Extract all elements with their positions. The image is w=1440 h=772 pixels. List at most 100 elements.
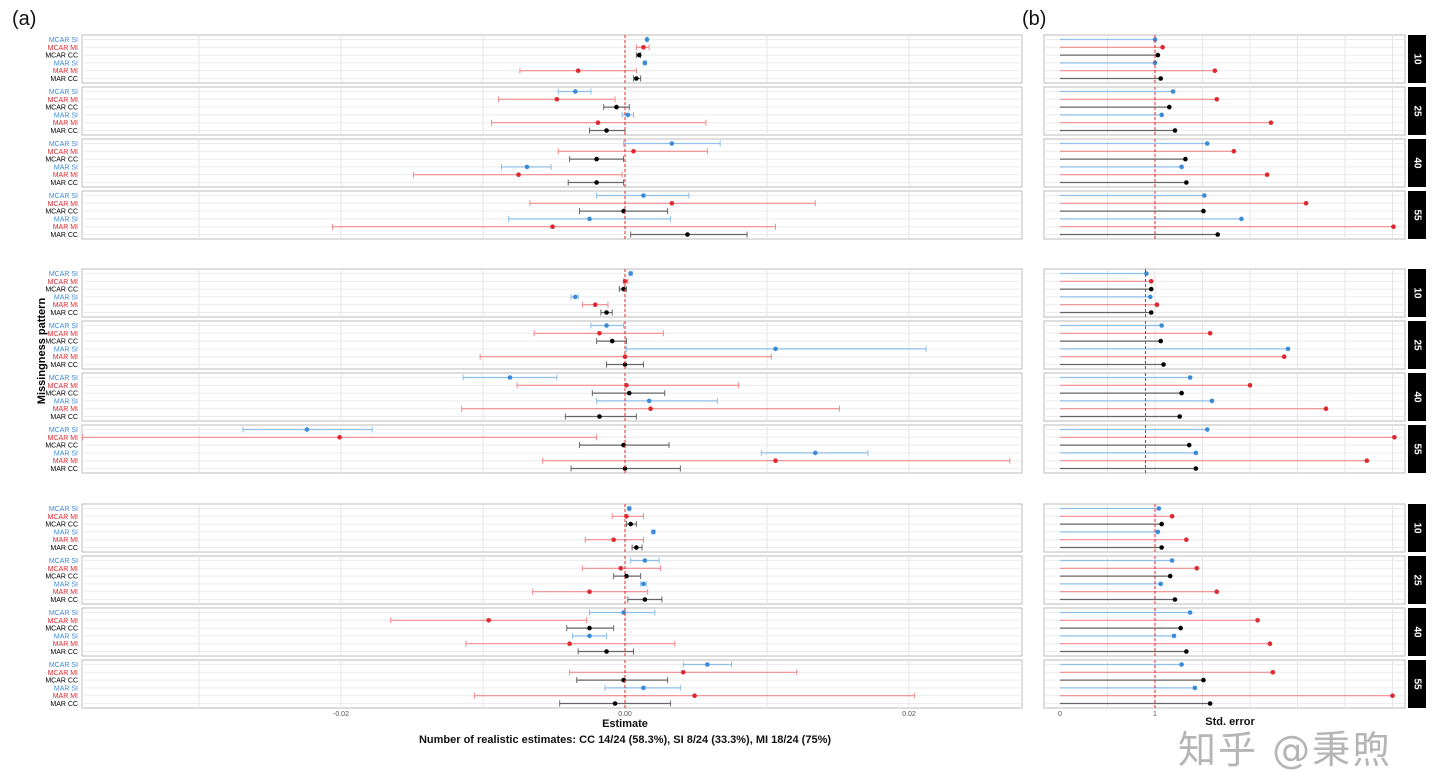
row-label: MCAR CC [45, 157, 78, 164]
se-point [1167, 573, 1173, 579]
row-label: MAR MI [53, 172, 78, 179]
estimate-point [575, 68, 581, 73]
se-point [1207, 331, 1213, 336]
estimate-point [604, 310, 609, 315]
facet-strip [1408, 87, 1426, 135]
estimate-point [642, 558, 648, 563]
row-label: MAR CC [50, 362, 78, 369]
estimate-point [692, 693, 697, 698]
row-label: MCAR CC [45, 522, 78, 529]
se-point [1147, 294, 1153, 300]
row-label: MCAR MI [48, 149, 78, 156]
row-label: MCAR MI [48, 618, 78, 625]
estimate-point [604, 323, 609, 328]
se-point [1160, 45, 1165, 50]
row-label: MAR MI [53, 641, 78, 648]
estimate-point [573, 294, 578, 300]
x-tick-label: -0.02 [333, 711, 349, 718]
row-label: MAR MI [53, 224, 78, 231]
row-label: MCAR MI [48, 566, 78, 573]
row-label: MCAR MI [48, 331, 78, 338]
estimate-point [550, 224, 555, 229]
row-label: MCAR CC [45, 209, 78, 216]
facet-strip [1408, 504, 1426, 552]
se-point [1166, 104, 1172, 110]
se-point [1187, 610, 1193, 615]
panel-b-facet-frame [1043, 372, 1406, 422]
panel-b-facet-frame [1043, 320, 1406, 370]
facet-strip [1408, 660, 1426, 708]
estimate-point [337, 435, 342, 440]
facet-strip-label: 10 [1411, 53, 1422, 65]
row-label: MCAR MI [48, 97, 78, 104]
panel-a-facet-frame [81, 372, 1023, 422]
se-point [1207, 701, 1213, 706]
x-axis-label: Estimate [602, 718, 648, 730]
row-label: MAR MI [53, 693, 78, 700]
row-label: MAR CC [50, 466, 78, 473]
estimate-point [705, 662, 710, 667]
row-label: MAR SI [54, 450, 78, 457]
facet-strip [1408, 608, 1426, 656]
se-point [1159, 112, 1164, 118]
row-label: MCAR CC [45, 443, 78, 450]
se-point [1239, 216, 1244, 222]
row-label: MCAR CC [45, 626, 78, 633]
panel-a-facet-frame [81, 659, 1023, 709]
estimate-point [773, 458, 778, 464]
estimate-point [636, 52, 642, 58]
se-point [1194, 566, 1200, 571]
se-point [1158, 581, 1163, 587]
se-point [1154, 302, 1160, 308]
estimate-point [648, 406, 653, 412]
estimate-point [680, 670, 686, 675]
row-label: MAR MI [53, 68, 78, 75]
se-point [1202, 193, 1207, 198]
row-label: MCAR SI [49, 375, 78, 382]
row-label: MAR CC [50, 76, 78, 83]
row-label: MCAR MI [48, 514, 78, 521]
se-point [1247, 383, 1253, 388]
se-point [1215, 232, 1220, 237]
panel-b-facet-frame [1043, 190, 1406, 240]
estimate-point [625, 112, 631, 118]
row-label: MCAR SI [49, 662, 78, 669]
row-label: MAR CC [50, 310, 78, 317]
facet-strip-label: 55 [1411, 443, 1422, 455]
panel-b-facet-frame [1043, 555, 1406, 605]
se-point [1172, 128, 1178, 133]
row-label: MAR SI [54, 294, 78, 301]
row-label: MAR CC [50, 180, 78, 187]
panel-b-facet-frame [1043, 424, 1406, 474]
row-label: MAR MI [53, 120, 78, 127]
estimate-point [597, 414, 602, 419]
estimate-point [634, 545, 639, 550]
facet-strip-label: 25 [1411, 339, 1422, 351]
estimate-point [554, 97, 560, 102]
se-point [1264, 172, 1270, 177]
row-label: MCAR SI [49, 506, 78, 513]
se-point [1158, 338, 1163, 344]
row-label: MAR CC [50, 701, 78, 708]
estimate-point [592, 302, 598, 308]
estimate-point [669, 141, 675, 146]
se-point [1204, 141, 1210, 146]
se-point [1255, 618, 1260, 623]
se-point [1155, 52, 1161, 58]
row-label: MAR CC [50, 545, 78, 552]
estimate-point [587, 216, 592, 222]
estimate-point [595, 120, 601, 125]
x-tick-label: 0.02 [902, 711, 916, 718]
row-label: MAR SI [54, 112, 78, 119]
estimate-point [587, 589, 592, 594]
row-label: MCAR SI [49, 610, 78, 617]
se-point [1214, 97, 1220, 102]
estimate-point [587, 625, 592, 631]
row-label: MCAR SI [49, 37, 78, 44]
row-label: MAR MI [53, 537, 78, 544]
panel-b-facet-frame [1043, 86, 1406, 136]
row-label: MCAR MI [48, 383, 78, 390]
